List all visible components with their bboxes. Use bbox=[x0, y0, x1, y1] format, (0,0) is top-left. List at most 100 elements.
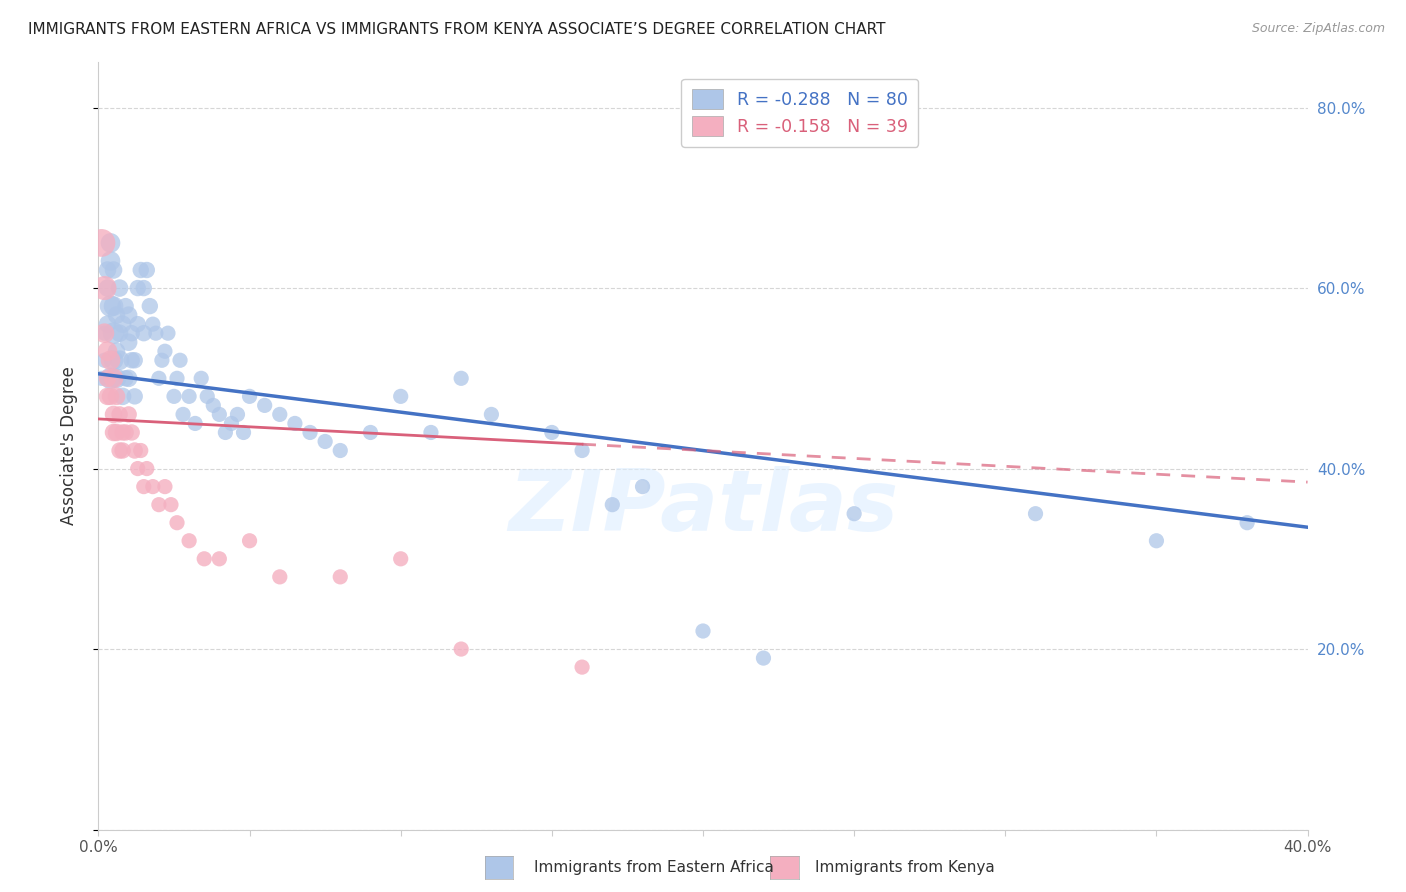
Point bbox=[93, 326, 115, 341]
Point bbox=[108, 408, 131, 422]
Point bbox=[221, 417, 243, 431]
Point bbox=[100, 371, 122, 385]
Point bbox=[105, 344, 128, 359]
Point bbox=[111, 317, 134, 331]
Point bbox=[105, 371, 128, 385]
Point bbox=[100, 389, 122, 403]
Point bbox=[1144, 533, 1167, 548]
Point bbox=[299, 425, 322, 440]
Point bbox=[93, 326, 115, 341]
Point bbox=[163, 389, 186, 403]
Text: Source: ZipAtlas.com: Source: ZipAtlas.com bbox=[1251, 22, 1385, 36]
Point bbox=[108, 281, 131, 295]
Point bbox=[121, 353, 143, 368]
Point bbox=[100, 235, 122, 250]
Point bbox=[124, 389, 146, 403]
Point bbox=[108, 326, 131, 341]
Point bbox=[105, 425, 128, 440]
Point bbox=[1236, 516, 1258, 530]
Point bbox=[631, 480, 654, 494]
Text: IMMIGRANTS FROM EASTERN AFRICA VS IMMIGRANTS FROM KENYA ASSOCIATE’S DEGREE CORRE: IMMIGRANTS FROM EASTERN AFRICA VS IMMIGR… bbox=[28, 22, 886, 37]
Point bbox=[844, 507, 866, 521]
Point bbox=[96, 263, 118, 277]
Point bbox=[90, 371, 112, 385]
Point bbox=[118, 371, 141, 385]
Point bbox=[127, 281, 149, 295]
Point bbox=[103, 299, 125, 313]
Point bbox=[105, 389, 128, 403]
Point bbox=[135, 263, 157, 277]
Point bbox=[571, 443, 593, 458]
Point bbox=[93, 353, 115, 368]
Point bbox=[208, 551, 231, 566]
Point bbox=[450, 642, 472, 657]
Point bbox=[96, 344, 118, 359]
Point bbox=[184, 417, 207, 431]
Legend: R = -0.288   N = 80, R = -0.158   N = 39: R = -0.288 N = 80, R = -0.158 N = 39 bbox=[682, 78, 918, 146]
Point bbox=[139, 299, 162, 313]
Point bbox=[96, 371, 118, 385]
Point bbox=[121, 326, 143, 341]
Point bbox=[153, 344, 176, 359]
Text: Immigrants from Eastern Africa: Immigrants from Eastern Africa bbox=[534, 861, 775, 875]
Point bbox=[103, 408, 125, 422]
Point bbox=[153, 480, 176, 494]
Point bbox=[214, 425, 236, 440]
Text: Immigrants from Kenya: Immigrants from Kenya bbox=[815, 861, 995, 875]
Point bbox=[100, 353, 122, 368]
Point bbox=[226, 408, 249, 422]
Point bbox=[269, 408, 291, 422]
Point bbox=[105, 308, 128, 322]
Point bbox=[118, 335, 141, 350]
Point bbox=[114, 371, 136, 385]
Point bbox=[114, 299, 136, 313]
Point bbox=[195, 389, 218, 403]
Point bbox=[389, 551, 412, 566]
Point bbox=[124, 353, 146, 368]
Point bbox=[132, 281, 155, 295]
Point bbox=[100, 254, 122, 268]
Point bbox=[127, 317, 149, 331]
Point bbox=[169, 353, 191, 368]
Point bbox=[111, 389, 134, 403]
Point bbox=[450, 371, 472, 385]
Point bbox=[129, 263, 152, 277]
Point bbox=[121, 425, 143, 440]
Point bbox=[132, 326, 155, 341]
Point bbox=[253, 398, 276, 412]
Point bbox=[360, 425, 382, 440]
Point bbox=[202, 398, 225, 412]
Point bbox=[314, 434, 336, 449]
Point bbox=[103, 263, 125, 277]
Point bbox=[602, 498, 624, 512]
Point bbox=[108, 443, 131, 458]
Point bbox=[124, 443, 146, 458]
Point bbox=[571, 660, 593, 674]
Point bbox=[135, 461, 157, 475]
Point bbox=[142, 480, 165, 494]
Point bbox=[100, 299, 122, 313]
Point bbox=[132, 480, 155, 494]
Point bbox=[93, 281, 115, 295]
Point bbox=[179, 533, 201, 548]
Point bbox=[96, 389, 118, 403]
Point bbox=[160, 498, 183, 512]
Point bbox=[166, 371, 188, 385]
Point bbox=[1024, 507, 1046, 521]
Point bbox=[232, 425, 254, 440]
Point bbox=[103, 425, 125, 440]
Point bbox=[166, 516, 188, 530]
Point bbox=[148, 498, 170, 512]
Point bbox=[111, 443, 134, 458]
Point bbox=[118, 308, 141, 322]
Point bbox=[156, 326, 179, 341]
Point bbox=[118, 408, 141, 422]
Point bbox=[96, 317, 118, 331]
Point bbox=[239, 389, 262, 403]
Point bbox=[150, 353, 173, 368]
Point bbox=[90, 235, 112, 250]
Point bbox=[481, 408, 503, 422]
Point bbox=[540, 425, 562, 440]
Point bbox=[142, 317, 165, 331]
Point bbox=[208, 408, 231, 422]
